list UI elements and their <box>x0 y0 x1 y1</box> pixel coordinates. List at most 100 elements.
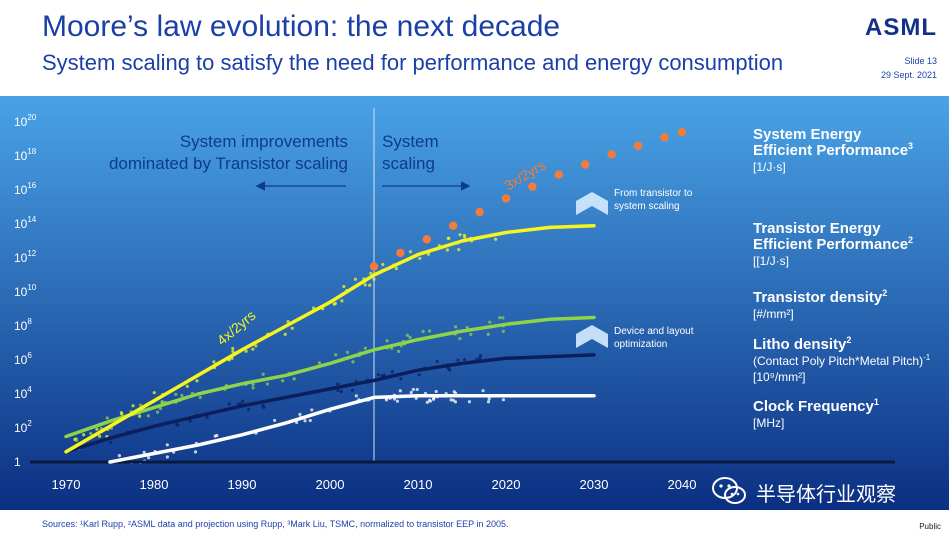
scatter-point <box>336 388 340 393</box>
scatter-point <box>351 388 355 392</box>
scatter-point <box>155 410 160 414</box>
scatter-point <box>246 408 251 412</box>
scatter-point <box>339 389 343 394</box>
scatter-point <box>381 262 385 267</box>
x-tick-label: 2020 <box>492 477 521 492</box>
scatter-point <box>95 427 99 431</box>
scatter-point <box>368 283 372 287</box>
legend-transistor-density-unit: [#/mm²] <box>753 307 794 321</box>
system-eep-point <box>501 194 511 203</box>
system-eep-point <box>633 141 643 150</box>
scatter-point <box>458 336 462 341</box>
y-tick-label: 108 <box>14 317 32 333</box>
watermark-text: 半导体行业观察 <box>756 482 896 506</box>
scatter-point <box>395 399 400 403</box>
clock-frequency-line <box>108 393 596 464</box>
scatter-point <box>405 333 410 337</box>
scatter-point <box>195 379 199 383</box>
wechat-icon <box>712 477 746 504</box>
scatter-point <box>292 377 296 381</box>
y-tick-label: 1018 <box>14 147 37 163</box>
scatter-point <box>334 353 338 357</box>
scatter-point <box>317 361 322 365</box>
scatter-point <box>448 368 452 372</box>
chart-background <box>0 96 949 510</box>
scatter-point <box>435 359 439 364</box>
scatter-point <box>97 434 102 438</box>
scatter-point <box>428 398 432 402</box>
scatter-point <box>467 400 472 404</box>
x-tick-label: 2030 <box>580 477 609 492</box>
scatter-point <box>176 423 180 427</box>
legend-system-eep-unit: [1/J·s] <box>753 160 786 174</box>
annotation-1-line2: system scaling <box>614 201 680 212</box>
scatter-point <box>152 391 156 395</box>
scatter-point <box>174 392 178 396</box>
scatter-point <box>385 339 389 343</box>
system-eep-point <box>422 235 431 244</box>
scatter-point <box>399 377 403 381</box>
scatter-point <box>498 316 502 320</box>
scatter-point <box>454 325 458 329</box>
slide-date: 29 Sept. 2021 <box>880 70 937 80</box>
region-right-line2: scaling <box>382 154 435 173</box>
scatter-point <box>457 247 461 252</box>
scatter-point <box>215 433 219 438</box>
scatter-point <box>262 405 266 409</box>
scatter-point <box>458 233 462 237</box>
transistor-eep-line <box>64 223 596 454</box>
system-eep-point <box>607 150 616 159</box>
scatter-point <box>353 277 358 281</box>
system-eep-point <box>528 182 537 191</box>
scatter-point <box>142 450 146 454</box>
sources-note: Sources: ¹Karl Rupp, ²ASML data and proj… <box>42 519 509 529</box>
region-right-line1: System <box>382 132 439 151</box>
scatter-point <box>205 415 209 419</box>
slide-subtitle: System scaling to satisfy the need for p… <box>42 50 784 75</box>
scatter-point <box>363 346 367 350</box>
scatter-point <box>417 373 421 377</box>
scatter-point <box>447 236 451 240</box>
scatter-point <box>336 382 340 386</box>
y-tick-label: 102 <box>14 419 32 435</box>
x-tick-label: 1980 <box>140 477 169 492</box>
system-eep-point <box>660 133 669 142</box>
scatter-point <box>185 384 189 388</box>
legend-transistor-eep-unit: [[1/J·s] <box>753 254 789 268</box>
y-tick-label: 104 <box>14 385 32 401</box>
scatter-point <box>394 266 398 271</box>
legend-clock-frequency-name: Clock Frequency1 <box>753 397 879 415</box>
scatter-point <box>486 400 491 404</box>
chevron-up-icon <box>576 192 608 215</box>
legend-litho-density-unit-prefix: (Contact Poly Pitch*Metal Pitch)-1 <box>753 353 931 368</box>
scatter-point <box>408 250 413 254</box>
chevron-up-icon <box>576 325 608 348</box>
scatter-point <box>445 248 449 252</box>
annotation-1-line1: From transistor to <box>614 188 693 199</box>
scatter-point <box>158 406 163 411</box>
scatter-point <box>146 414 150 418</box>
y-tick-label: 1 <box>14 455 21 469</box>
transistor-density-line <box>64 315 596 439</box>
scatter-point <box>425 400 429 404</box>
scatter-point <box>376 373 380 377</box>
scatter-point <box>462 357 467 362</box>
scatter-point <box>82 433 86 437</box>
scatter-point <box>265 382 270 386</box>
scatter-point <box>488 320 492 324</box>
scatter-point <box>501 329 505 333</box>
x-tick-label: 2040 <box>668 477 697 492</box>
scatter-point <box>384 398 389 402</box>
scatter-point <box>272 418 277 423</box>
scatter-point <box>212 360 216 364</box>
litho-density-line <box>64 353 596 454</box>
scatter-point <box>418 256 422 261</box>
scatter-point <box>434 389 438 394</box>
scatter-point <box>105 416 109 420</box>
scatter-point <box>487 397 491 401</box>
scatter-point <box>340 299 344 303</box>
scatter-point <box>119 410 123 415</box>
scatter-point <box>363 283 367 287</box>
scatter-point <box>501 316 505 320</box>
scatter-point <box>456 358 460 362</box>
